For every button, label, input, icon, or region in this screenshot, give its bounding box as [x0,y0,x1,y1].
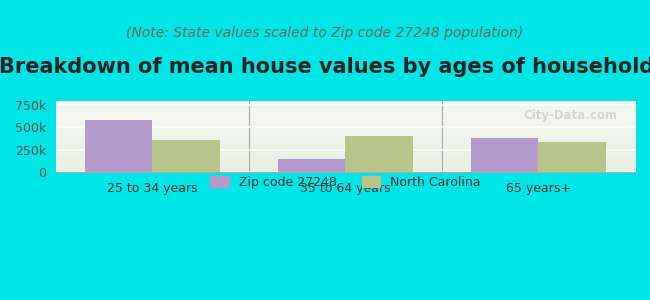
Bar [278,159,346,172]
Text: City-Data.com: City-Data.com [524,109,617,122]
Bar [471,138,538,172]
Legend: Zip code 27248, North Carolina: Zip code 27248, North Carolina [205,171,486,194]
Bar [153,140,220,172]
Text: (Note: State values scaled to Zip code 27248 population): (Note: State values scaled to Zip code 2… [126,26,524,40]
Bar [85,120,153,172]
Bar [346,136,413,172]
Title: Breakdown of mean house values by ages of householders: Breakdown of mean house values by ages o… [0,57,650,77]
Bar [538,142,606,172]
